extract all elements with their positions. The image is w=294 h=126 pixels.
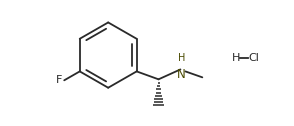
Text: H: H [178,53,185,62]
Text: N: N [177,68,186,81]
Text: Cl: Cl [248,53,259,63]
Text: F: F [56,75,62,85]
Text: H: H [232,53,240,63]
